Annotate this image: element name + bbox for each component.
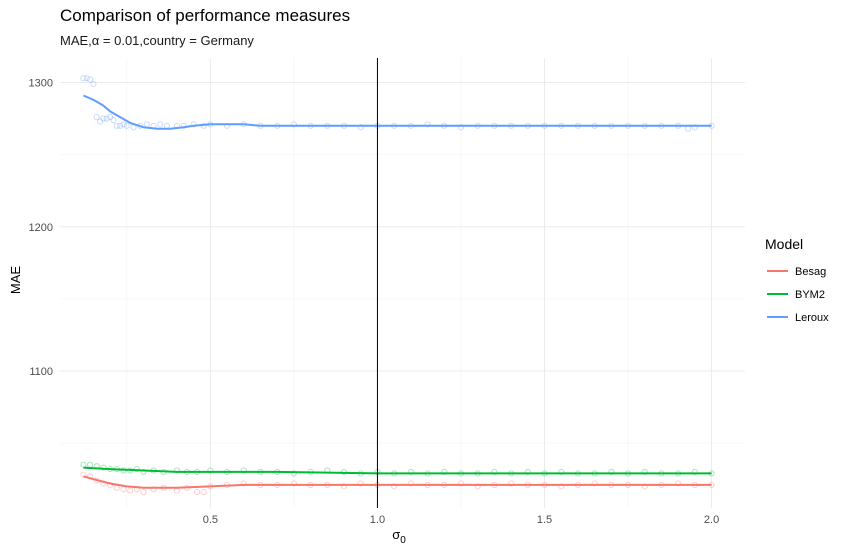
- series-line-besag: [83, 475, 712, 489]
- data-point-bym2: [240, 467, 247, 474]
- data-point-besag: [173, 487, 181, 494]
- data-point-besag: [140, 489, 147, 496]
- data-point-besag: [558, 483, 565, 490]
- x-tick-label: 1.5: [537, 514, 552, 526]
- data-point-bym2: [524, 468, 531, 476]
- data-point-leroux: [107, 114, 114, 121]
- data-point-leroux: [93, 114, 100, 121]
- x-axis-label-symbol: σ: [392, 527, 400, 542]
- data-point-besag: [591, 480, 598, 487]
- data-point-besag: [357, 480, 364, 487]
- data-point-leroux: [123, 122, 130, 129]
- legend-label-leroux: Leroux: [795, 312, 829, 324]
- data-point-leroux: [113, 122, 120, 129]
- data-point-bym2: [641, 468, 648, 476]
- data-point-leroux: [83, 75, 90, 82]
- data-point-besag: [507, 480, 515, 487]
- data-point-bym2: [133, 465, 140, 473]
- data-point-besag: [675, 480, 682, 487]
- data-point-bym2: [173, 467, 181, 474]
- data-point-leroux: [143, 121, 150, 128]
- data-point-leroux: [180, 122, 187, 129]
- data-point-besag: [290, 480, 298, 487]
- legend: Model Besag BYM2 Leroux: [765, 236, 829, 324]
- series-line-bym2: [83, 466, 712, 475]
- data-point-bym2: [407, 468, 414, 476]
- legend-label-bym2: BYM2: [795, 289, 825, 301]
- data-point-leroux: [457, 124, 465, 131]
- data-point-leroux: [86, 76, 94, 83]
- data-point-bym2: [558, 468, 565, 476]
- data-point-besag: [80, 471, 87, 478]
- data-point-besag: [240, 480, 247, 487]
- x-axis-label-subscript: 0: [400, 535, 406, 546]
- data-point-leroux: [357, 124, 364, 131]
- data-point-besag: [150, 486, 157, 493]
- points-layer: [80, 75, 715, 496]
- x-tick-label: 1.0: [370, 514, 385, 526]
- data-point-bym2: [140, 468, 147, 476]
- data-point-leroux: [90, 80, 97, 88]
- data-point-bym2: [608, 468, 615, 476]
- lines-layer: [83, 94, 712, 489]
- y-tick-label: 1100: [29, 366, 53, 378]
- data-point-leroux: [96, 118, 104, 125]
- data-point-leroux: [424, 121, 431, 128]
- data-point-besag: [127, 487, 134, 494]
- data-point-bym2: [691, 468, 698, 476]
- data-point-bym2: [80, 461, 87, 468]
- data-point-leroux: [80, 75, 87, 82]
- data-point-leroux: [157, 121, 164, 128]
- x-tick-label: 0.5: [203, 514, 218, 526]
- data-point-leroux: [190, 121, 197, 128]
- x-axis-label: σ0: [392, 527, 406, 546]
- data-point-besag: [474, 483, 481, 490]
- data-point-leroux: [100, 115, 107, 122]
- data-point-bym2: [207, 467, 214, 474]
- y-tick-label: 1200: [29, 222, 53, 234]
- grid-layer: [60, 58, 745, 508]
- x-tick-label: 2.0: [704, 514, 719, 526]
- data-point-besag: [457, 480, 465, 487]
- data-point-besag: [193, 489, 201, 496]
- data-point-leroux: [117, 122, 124, 129]
- data-point-leroux: [691, 124, 698, 131]
- data-point-leroux: [685, 125, 692, 132]
- data-point-besag: [407, 480, 414, 487]
- data-point-bym2: [441, 468, 448, 476]
- series-line-leroux: [83, 94, 712, 130]
- y-axis-label: MAE: [8, 266, 23, 295]
- data-point-besag: [340, 483, 348, 490]
- data-point-besag: [391, 483, 398, 490]
- data-point-leroux: [223, 122, 231, 129]
- data-point-leroux: [120, 121, 127, 128]
- legend-label-besag: Besag: [795, 266, 826, 278]
- data-point-besag: [641, 483, 648, 490]
- data-point-bym2: [86, 461, 94, 468]
- legend-title: Model: [765, 236, 803, 252]
- chart-subtitle: MAE,α = 0.01,country = Germany: [60, 33, 254, 48]
- data-point-bym2: [290, 470, 298, 477]
- data-point-leroux: [290, 121, 298, 128]
- data-point-besag: [200, 489, 207, 496]
- y-tick-label: 1300: [29, 78, 53, 90]
- data-point-leroux: [163, 122, 171, 129]
- axis-layer: 0.5 1.0 1.5 2.0 1100 1200 1300: [29, 78, 720, 526]
- data-point-leroux: [110, 116, 117, 124]
- chart-title: Comparison of performance measures: [60, 6, 351, 25]
- data-point-bym2: [491, 468, 498, 476]
- data-point-leroux: [103, 115, 110, 122]
- data-point-besag: [120, 486, 127, 493]
